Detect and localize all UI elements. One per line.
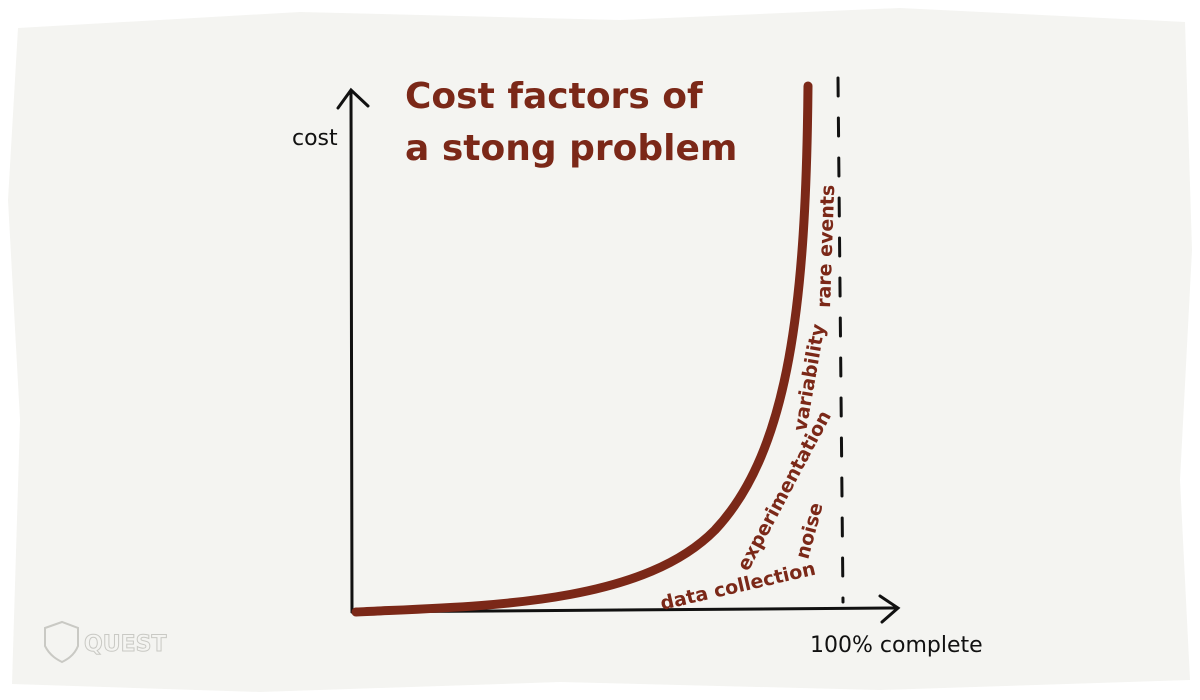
logo-shield [44,620,79,664]
annotation: rare events [813,184,839,308]
y-arrow [336,87,370,110]
logo-text: QUEST [84,632,166,657]
logo: QUEST [44,620,167,664]
cost-curve [351,81,813,617]
x-axis-label: 100% complete [810,633,983,658]
y-axis [349,90,354,614]
title-line: Cost factors of [405,76,703,117]
title-line: a stong problem [405,128,737,169]
asymptote [836,76,845,604]
y-axis-label: cost [292,126,338,151]
x-arrow [878,594,901,624]
background [8,8,1192,692]
